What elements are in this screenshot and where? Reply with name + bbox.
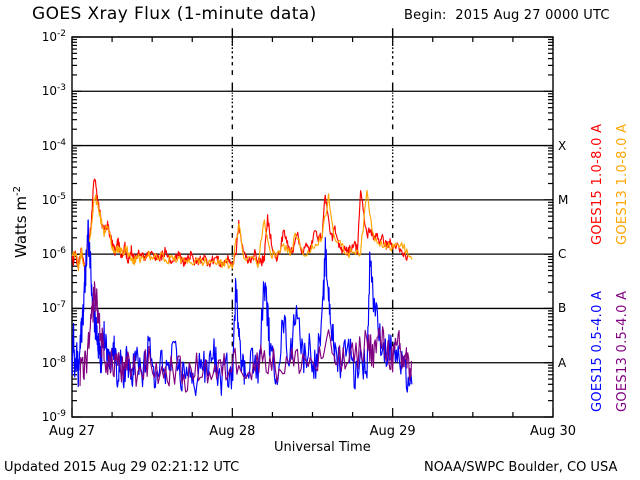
flare-class-label: A xyxy=(558,355,567,370)
y-tick-label: 10-5 xyxy=(41,191,66,207)
y-tick-label: 10-7 xyxy=(41,300,66,316)
series-line xyxy=(79,281,413,393)
x-tick-label: Aug 30 xyxy=(529,424,577,439)
y-tick-label: 10-8 xyxy=(41,354,66,370)
x-tick-label: Aug 28 xyxy=(209,424,256,439)
series-line xyxy=(71,178,409,273)
x-axis-label: Universal Time xyxy=(274,440,371,455)
updated-timestamp: Updated 2015 Aug 29 02:21:12 UTC xyxy=(4,460,240,475)
flare-class-label: C xyxy=(558,247,567,262)
source-credit: NOAA/SWPC Boulder, CO USA xyxy=(424,460,618,475)
y-tick-label: 10-6 xyxy=(41,246,66,262)
y-tick-label: 10-2 xyxy=(41,29,66,44)
flare-class-label: B xyxy=(558,301,567,316)
flare-class-label: X xyxy=(558,138,567,153)
x-tick-label: Aug 29 xyxy=(369,424,416,439)
y-tick-label: 10-3 xyxy=(41,83,66,99)
y-tick-label: 10-4 xyxy=(41,137,66,153)
flare-class-label: M xyxy=(558,192,569,207)
series-line xyxy=(71,189,413,272)
x-tick-label: Aug 27 xyxy=(48,424,96,439)
y-tick-label: 10-9 xyxy=(41,409,66,424)
begin-time-label: Begin: 2015 Aug 27 0000 UTC xyxy=(404,8,610,23)
page-title: GOES Xray Flux (1-minute data) xyxy=(32,4,317,24)
